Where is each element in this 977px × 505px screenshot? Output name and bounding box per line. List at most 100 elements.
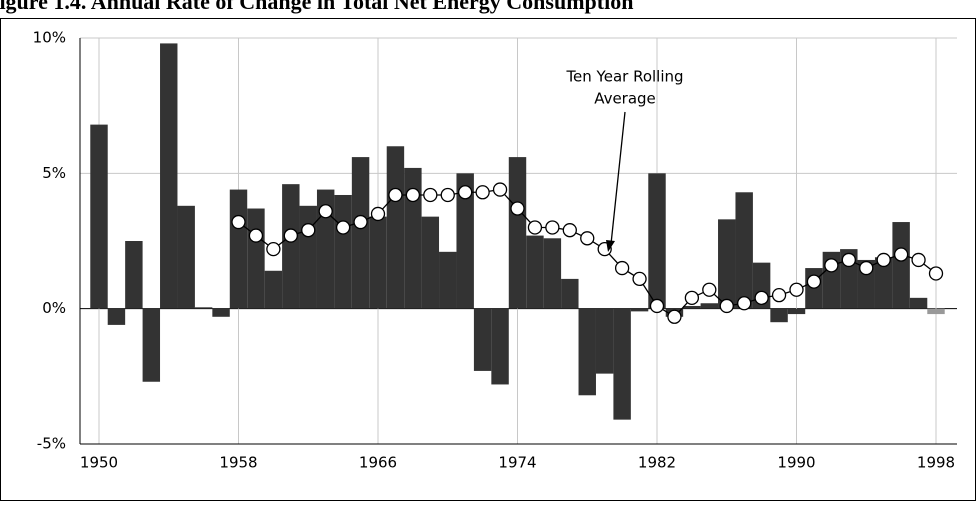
line-point: [231, 214, 246, 230]
bar: [648, 173, 666, 309]
bar: [770, 308, 788, 323]
bar: [160, 43, 178, 309]
x-tick-label: 1998: [917, 454, 955, 472]
line-point: [335, 220, 351, 235]
line-point: [806, 274, 822, 289]
x-tick-label: 1966: [359, 454, 397, 472]
bar: [90, 124, 108, 309]
line-point: [928, 266, 944, 281]
line-point: [458, 185, 473, 200]
line-point: [301, 223, 316, 238]
bar: [874, 257, 893, 309]
bar: [247, 208, 265, 309]
line-point: [580, 231, 595, 246]
bar: [491, 308, 509, 385]
bar: [177, 205, 195, 309]
arrow-head: [606, 240, 615, 252]
bar: [421, 216, 440, 309]
bar: [735, 192, 753, 309]
line-point: [876, 252, 891, 268]
bar: [543, 238, 562, 309]
line-point: [719, 298, 734, 314]
line-point: [702, 282, 717, 297]
x-tick-label: 1974: [498, 454, 536, 472]
bar: [578, 308, 596, 396]
line-point: [632, 271, 647, 287]
annotation-arrow: [610, 111, 626, 245]
bar: [700, 303, 719, 309]
line-point: [527, 220, 543, 235]
line-point: [248, 228, 264, 243]
line-point: [405, 187, 421, 203]
bar: [142, 308, 161, 382]
line-point: [388, 187, 403, 203]
bar: [526, 235, 544, 309]
line-point: [370, 206, 386, 222]
bar: [909, 297, 928, 309]
bar: [212, 308, 230, 317]
line-point: [510, 201, 525, 216]
x-tick-label: 1982: [638, 454, 676, 472]
bar: [369, 216, 387, 309]
y-tick-label: 0%: [42, 299, 66, 317]
y-tick-label: 10%: [33, 29, 66, 47]
bar: [683, 305, 701, 309]
line-point: [492, 182, 508, 197]
x-tick-label: 1990: [777, 454, 815, 472]
x-tick-label: 1950: [80, 454, 118, 472]
bar: [299, 205, 317, 309]
bar: [107, 308, 126, 325]
chart-title: Figure 1.4. Annual Rate of Change in Tot…: [0, 0, 633, 14]
y-tick-label: -5%: [37, 435, 66, 453]
line-point: [893, 247, 909, 262]
line-point: [684, 290, 700, 305]
line-point: [789, 282, 804, 297]
bar: [630, 308, 649, 312]
bar: [282, 184, 300, 309]
grid: -5% 0% 5% 10% 1950 1958 1966 1974 1982 1990 1998: [33, 29, 957, 472]
bar: [718, 219, 736, 309]
bar: [125, 241, 143, 309]
annotation: Ten Year Rolling: [565, 68, 683, 86]
bar: [787, 308, 806, 315]
bar: [334, 194, 352, 309]
line-point: [353, 214, 368, 230]
bar: [316, 189, 335, 309]
bar: [613, 308, 631, 420]
bar: [194, 307, 213, 309]
y-tick-label: 5%: [42, 164, 66, 182]
line-point: [475, 185, 490, 200]
bar: [264, 270, 283, 309]
line-point: [440, 187, 455, 203]
bar: [892, 222, 910, 309]
line-point: [841, 252, 856, 268]
line-point: [911, 252, 926, 268]
bar: [561, 278, 579, 309]
line-point: [562, 223, 577, 238]
line-point: [859, 260, 874, 276]
bar: [456, 173, 474, 309]
line-point: [754, 290, 769, 305]
bar: [351, 157, 370, 309]
bar: [229, 189, 248, 309]
line-point: [283, 228, 298, 243]
line-point: [318, 204, 333, 219]
x-tick-label: 1958: [219, 454, 257, 472]
bar: [927, 308, 945, 315]
bar: [386, 146, 405, 309]
line-point: [423, 187, 438, 203]
annotation: Average: [594, 90, 656, 108]
bar: [473, 308, 492, 371]
line-point: [614, 260, 630, 276]
bar: [508, 157, 527, 309]
bar: [595, 308, 614, 374]
bar: [439, 251, 457, 309]
line-point: [545, 220, 560, 235]
line-point: [771, 287, 787, 303]
line-point: [737, 296, 752, 311]
marks: [90, 43, 945, 420]
line-point: [266, 241, 281, 257]
bar: [404, 167, 422, 309]
